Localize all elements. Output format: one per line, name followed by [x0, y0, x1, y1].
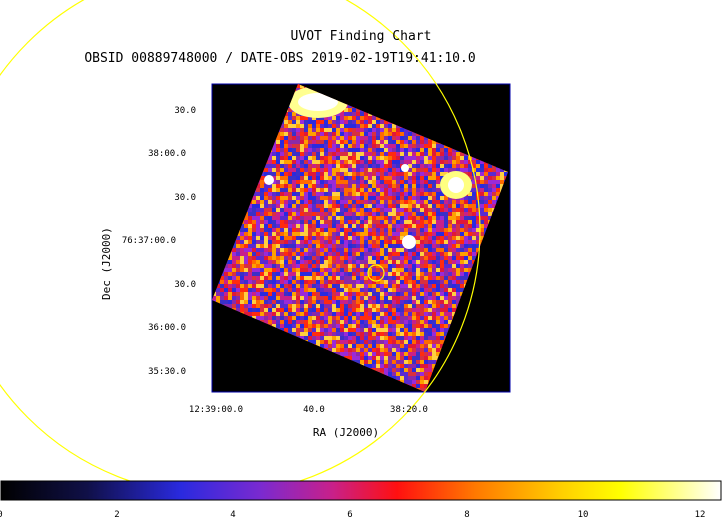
- colorbar-tick: 2: [114, 510, 120, 520]
- y-tick: 30.0: [174, 106, 196, 116]
- colorbar-tick: 12: [694, 510, 706, 520]
- colorbar-tick: 10: [577, 510, 589, 520]
- chart-title: UVOT Finding Chart: [290, 29, 432, 44]
- y-tick: 30.0: [174, 280, 196, 290]
- target-circle: [367, 264, 385, 282]
- bright-source-1-core: [298, 93, 338, 111]
- y-tick: 36:00.0: [148, 323, 186, 333]
- x-tick: 40.0: [303, 405, 325, 415]
- y-axis-label: Dec (J2000): [100, 227, 113, 300]
- chart-subtitle: OBSID 00889748000 / DATE-OBS 2019-02-19T…: [84, 51, 476, 66]
- x-tick: 38:20.0: [390, 405, 428, 415]
- colorbar: [0, 480, 722, 501]
- bright-source-3: [402, 235, 416, 249]
- bright-source-4: [264, 175, 274, 185]
- y-tick: 30.0: [174, 193, 196, 203]
- x-tick: 12:39:00.0: [188, 405, 244, 415]
- colorbar-tick: 8: [464, 510, 470, 520]
- colorbar-tick: 4: [230, 510, 236, 520]
- x-axis-label: RA (J2000): [312, 426, 380, 439]
- colorbar-tick: 6: [347, 510, 353, 520]
- y-tick: 35:30.0: [148, 367, 186, 377]
- y-tick: 38:00.0: [148, 149, 186, 159]
- bright-source-5: [401, 164, 409, 172]
- bright-source-2-core: [448, 177, 464, 193]
- y-tick: 76:37:00.0: [121, 236, 176, 246]
- colorbar-tick: 0: [0, 510, 20, 520]
